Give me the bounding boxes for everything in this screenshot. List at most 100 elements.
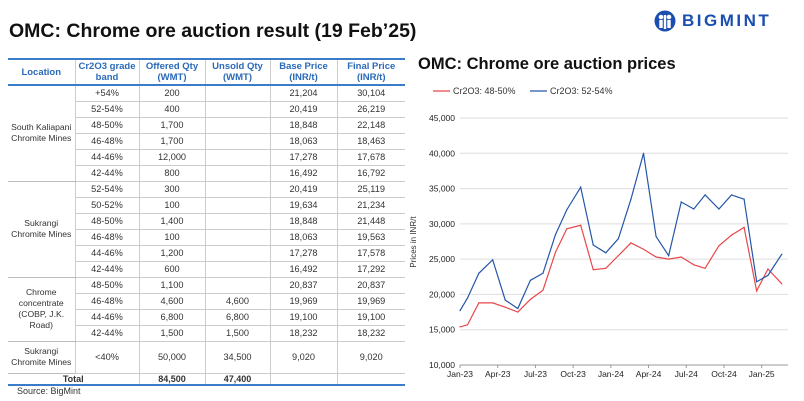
table-cell: 46-48%	[75, 293, 140, 310]
table-cell: 18,063	[270, 133, 338, 150]
data-point	[704, 267, 706, 269]
table-cell: 34,500	[205, 341, 271, 374]
data-point	[767, 274, 769, 276]
table-row: South Kaliapani Chromite Mines +54% 200 21,…	[8, 85, 405, 182]
table-cell: 17,278	[270, 245, 338, 262]
table-cell: 6,800	[139, 309, 206, 326]
data-point	[492, 302, 494, 304]
data-point	[478, 302, 480, 304]
table-cell: 16,792	[337, 165, 405, 182]
table-row: 46-48% 1,700 18,063 18,463	[8, 133, 405, 150]
table-cell	[205, 261, 271, 278]
table-cell: 100	[139, 197, 206, 214]
table-cell: 19,100	[337, 309, 405, 326]
data-point	[466, 297, 469, 299]
data-point	[504, 306, 506, 308]
table-cell: 46-48%	[75, 133, 140, 150]
table-cell: 200	[139, 85, 206, 102]
data-point	[592, 244, 594, 246]
legend-label: Cr2O3: 48-50%	[453, 86, 516, 96]
table-cell: 1,400	[139, 213, 206, 230]
table-cell: +54%	[75, 85, 140, 102]
data-point	[693, 208, 695, 210]
bigmint-logo-icon	[654, 10, 676, 32]
table-cell: 1,500	[139, 325, 206, 342]
column-header: Final Price (INR/t)	[337, 59, 405, 86]
data-point	[542, 289, 544, 291]
table-row: Chrome concentrate (COBP, J.K. Road) 48-5…	[8, 277, 405, 342]
table-cell: 50-52%	[75, 197, 140, 214]
total-cell: 47,400	[205, 373, 271, 386]
table-cell: 42-44%	[75, 165, 140, 182]
table-cell: 22,148	[337, 117, 405, 134]
table-cell	[205, 101, 271, 118]
table-row: 44-46% 6,800 6,800 19,100 19,100	[8, 309, 405, 326]
data-point	[718, 208, 720, 210]
column-header: Location	[8, 59, 76, 86]
y-tick-label: 10,000	[429, 360, 455, 370]
data-point	[554, 251, 557, 253]
table-cell: 1,100	[139, 277, 206, 294]
table-cell: <40%	[75, 341, 140, 374]
table-cell: 20,419	[270, 101, 338, 118]
data-point	[605, 267, 607, 269]
table-cell: 19,100	[270, 309, 338, 326]
data-point	[529, 279, 531, 281]
table-cell: 1,200	[139, 245, 206, 262]
table-cell: 9,020	[337, 341, 405, 374]
x-tick-label: Apr-23	[485, 369, 511, 379]
location-cell: Sukrangi Chromite Mines	[8, 181, 76, 278]
table-cell: 18,232	[270, 325, 338, 342]
table-cell: 20,837	[270, 277, 338, 294]
table-cell: 9,020	[270, 341, 338, 374]
table-cell: 42-44%	[75, 261, 140, 278]
data-point	[466, 324, 469, 326]
table-row: Sukrangi Chromite Mines 52-54% 300 20,419 25…	[8, 181, 405, 278]
x-tick-label: Jul-24	[675, 369, 698, 379]
total-row: Total 84,500 47,400	[8, 373, 405, 386]
table-cell	[205, 213, 271, 230]
data-point	[566, 228, 568, 230]
series-line-52-54	[459, 153, 783, 311]
data-point	[743, 198, 745, 200]
data-point	[743, 226, 745, 228]
data-point	[781, 283, 783, 285]
table-row: 46-48% 100 18,063 19,563	[8, 229, 405, 246]
source-note: Source: BigMint	[17, 386, 81, 396]
x-tick-label: Oct-23	[560, 369, 586, 379]
table-cell: 30,104	[337, 85, 405, 102]
table-cell: 18,848	[270, 117, 338, 134]
data-point	[504, 299, 506, 301]
data-point	[592, 269, 594, 271]
page-title: OMC: Chrome ore auction result (19 Feb’2…	[9, 20, 417, 42]
data-point	[617, 255, 619, 257]
location-cell: South Kaliapani Chromite Mines	[8, 85, 76, 182]
table-cell: 50,000	[139, 341, 206, 374]
data-point	[566, 209, 568, 211]
y-tick-label: 40,000	[429, 148, 455, 158]
table-row: 50-52% 100 19,634 21,234	[8, 197, 405, 214]
y-tick-label: 35,000	[429, 184, 455, 194]
table-cell: 48-50%	[75, 117, 140, 134]
total-cell: 84,500	[139, 373, 206, 386]
table-cell: 6,800	[205, 309, 271, 326]
table-cell: 19,634	[270, 197, 338, 214]
y-axis-label: Prices in INR/t	[409, 216, 418, 268]
table-cell: 21,448	[337, 213, 405, 230]
location-cell: Sukrangi Chromite Mines	[8, 341, 76, 374]
table-cell: 400	[139, 101, 206, 118]
y-tick-label: 20,000	[429, 289, 455, 299]
table-cell: 17,678	[337, 149, 405, 166]
legend-label: Cr2O3: 52-54%	[550, 86, 613, 96]
table-cell: 1,500	[205, 325, 271, 342]
table-cell: 12,000	[139, 149, 206, 166]
y-tick-label: 45,000	[429, 113, 455, 123]
table-cell: 25,119	[337, 181, 405, 198]
auction-table: Location Cr2O3 grade band Offered Qty (WMT…	[8, 58, 405, 386]
data-point	[554, 233, 557, 236]
table-row: 44-46% 1,200 17,278 17,578	[8, 245, 405, 262]
data-point	[459, 326, 461, 328]
table-row: 48-50% 1,400 18,848 21,448	[8, 213, 405, 230]
table-cell: 1,700	[139, 133, 206, 150]
table-cell	[205, 181, 271, 198]
